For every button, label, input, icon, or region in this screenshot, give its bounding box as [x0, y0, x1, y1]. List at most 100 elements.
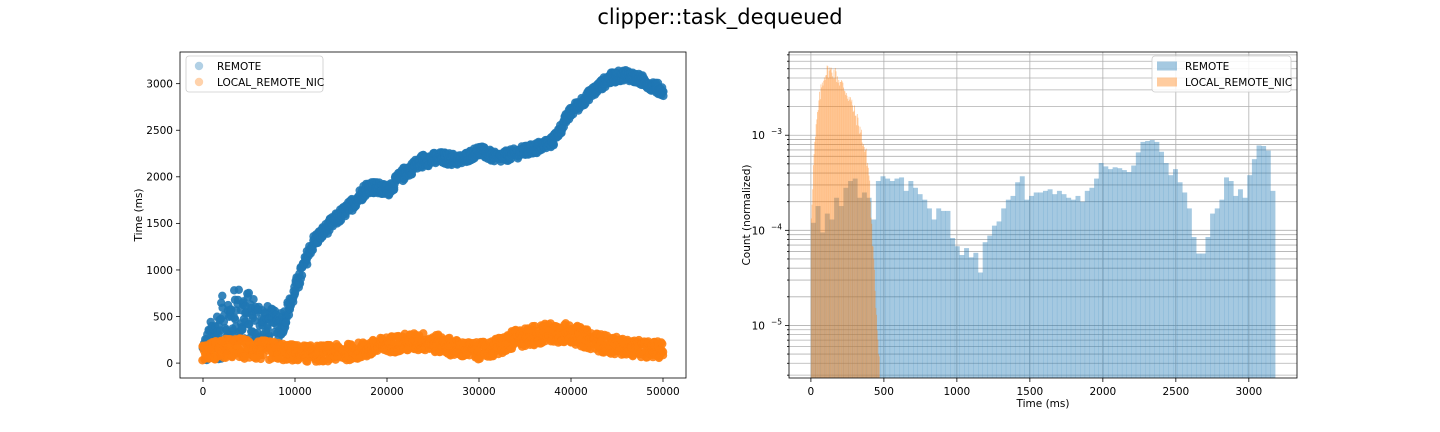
- hist-bar: [858, 125, 860, 378]
- hist-bar: [1210, 213, 1216, 378]
- hist-bar: [817, 110, 819, 378]
- hist-bar: [850, 97, 851, 378]
- hist-bar: [991, 225, 997, 378]
- hist-bar: [841, 80, 842, 378]
- hist-bar: [824, 79, 826, 378]
- hist-bar: [959, 255, 965, 378]
- hist-bar: [1080, 201, 1086, 378]
- hist-bar: [1140, 141, 1146, 378]
- hist-bar: [810, 222, 816, 378]
- hist-bar: [854, 105, 856, 378]
- hist-bar: [840, 81, 842, 378]
- scatter-frame: [179, 51, 687, 379]
- hist-bar: [820, 232, 826, 378]
- hist-bar: [844, 91, 846, 378]
- hist-bar: [848, 181, 853, 378]
- hist-bar: [1237, 189, 1243, 378]
- hist-bar: [871, 245, 873, 378]
- hist-bar: [1070, 199, 1076, 378]
- hist-bar: [1024, 199, 1030, 378]
- hist-bar: [823, 80, 825, 378]
- scatter-series-remote: [198, 66, 668, 365]
- hist-bar: [862, 145, 864, 378]
- hist-bar: [936, 208, 942, 378]
- hist-bar: [836, 81, 838, 378]
- hist-bar: [874, 269, 875, 378]
- hist-bar: [830, 69, 831, 378]
- scatter-panel: 0 10000 20000 30000 40000 50000 0 500 1000 1500 20…: [133, 51, 687, 398]
- hist-bar: [1103, 166, 1109, 378]
- scatter-point: [658, 339, 667, 348]
- hist-bar: [968, 257, 974, 378]
- y-axis-label: Count (normalized): [741, 164, 753, 265]
- hist-bar: [863, 146, 865, 378]
- histogram-plot-area: [789, 52, 1297, 378]
- hist-bar: [982, 242, 988, 378]
- hist-bar: [852, 111, 854, 378]
- hist-bar: [1005, 199, 1011, 378]
- y-tick-exponent: −3: [771, 127, 782, 136]
- hist-bar: [1117, 168, 1123, 378]
- hist-bar: [830, 67, 832, 378]
- hist-bar: [851, 99, 853, 378]
- hist-bar: [875, 181, 881, 378]
- hist-bar: [868, 175, 870, 378]
- hist-bar: [917, 194, 923, 378]
- hist-bar: [1154, 141, 1160, 378]
- scatter-point: [549, 139, 558, 149]
- y-tick-label: 2000: [146, 172, 173, 184]
- y-tick-label: 500: [153, 311, 173, 323]
- legend-label: REMOTE: [1185, 61, 1229, 73]
- hist-bar: [822, 85, 824, 378]
- x-tick-label: 20000: [370, 386, 403, 398]
- hist-bar: [973, 252, 979, 378]
- x-tick-label: 2500: [1162, 386, 1189, 398]
- scatter-points: [198, 66, 668, 366]
- hist-bar: [847, 98, 849, 378]
- hist-bar: [878, 353, 880, 378]
- hist-bar: [1219, 199, 1225, 378]
- y-tick-label: 0: [166, 358, 173, 370]
- hist-bar: [1033, 192, 1039, 378]
- hist-bar: [828, 70, 830, 378]
- hist-bar: [846, 95, 848, 378]
- hist-bar: [869, 180, 871, 378]
- hist-bar: [849, 99, 851, 378]
- x-tick-label: 1500: [1016, 386, 1043, 398]
- x-tick-label: 30000: [462, 386, 495, 398]
- scatter-point: [419, 329, 428, 338]
- figure-title: clipper::task_dequeued: [597, 5, 842, 30]
- hist-bar: [819, 91, 821, 378]
- hist-bar: [913, 187, 918, 378]
- hist-bar: [871, 219, 877, 378]
- hist-bar: [865, 149, 866, 378]
- hist-bar: [825, 74, 827, 378]
- y-tick-exponent: −4: [771, 222, 782, 231]
- scatter-point: [388, 186, 398, 195]
- hist-bar: [821, 82, 823, 378]
- hist-bar: [826, 65, 828, 378]
- scatter-point: [238, 325, 247, 334]
- hist-bar: [876, 330, 878, 378]
- hist-bar: [1098, 163, 1104, 378]
- scatter-point: [231, 315, 240, 324]
- hist-bar: [836, 76, 838, 378]
- hist-bar: [818, 100, 820, 378]
- hist-bar: [1228, 181, 1234, 378]
- legend-box: [185, 55, 324, 93]
- hist-bar: [1265, 150, 1271, 378]
- hist-bar: [824, 213, 830, 378]
- x-tick-label: 0: [808, 386, 815, 398]
- hist-bar: [825, 75, 827, 378]
- scatter-point: [218, 291, 227, 300]
- hist-bar: [885, 178, 891, 378]
- scatter-point: [297, 271, 307, 280]
- hist-bar: [852, 178, 858, 378]
- hist-bar: [816, 119, 818, 378]
- hist-bar: [866, 197, 872, 378]
- hist-bar: [867, 167, 869, 378]
- y-tick-label: 1000: [146, 265, 173, 277]
- hist-bar: [894, 178, 900, 378]
- hist-bar: [813, 154, 815, 378]
- hist-bar: [880, 176, 886, 378]
